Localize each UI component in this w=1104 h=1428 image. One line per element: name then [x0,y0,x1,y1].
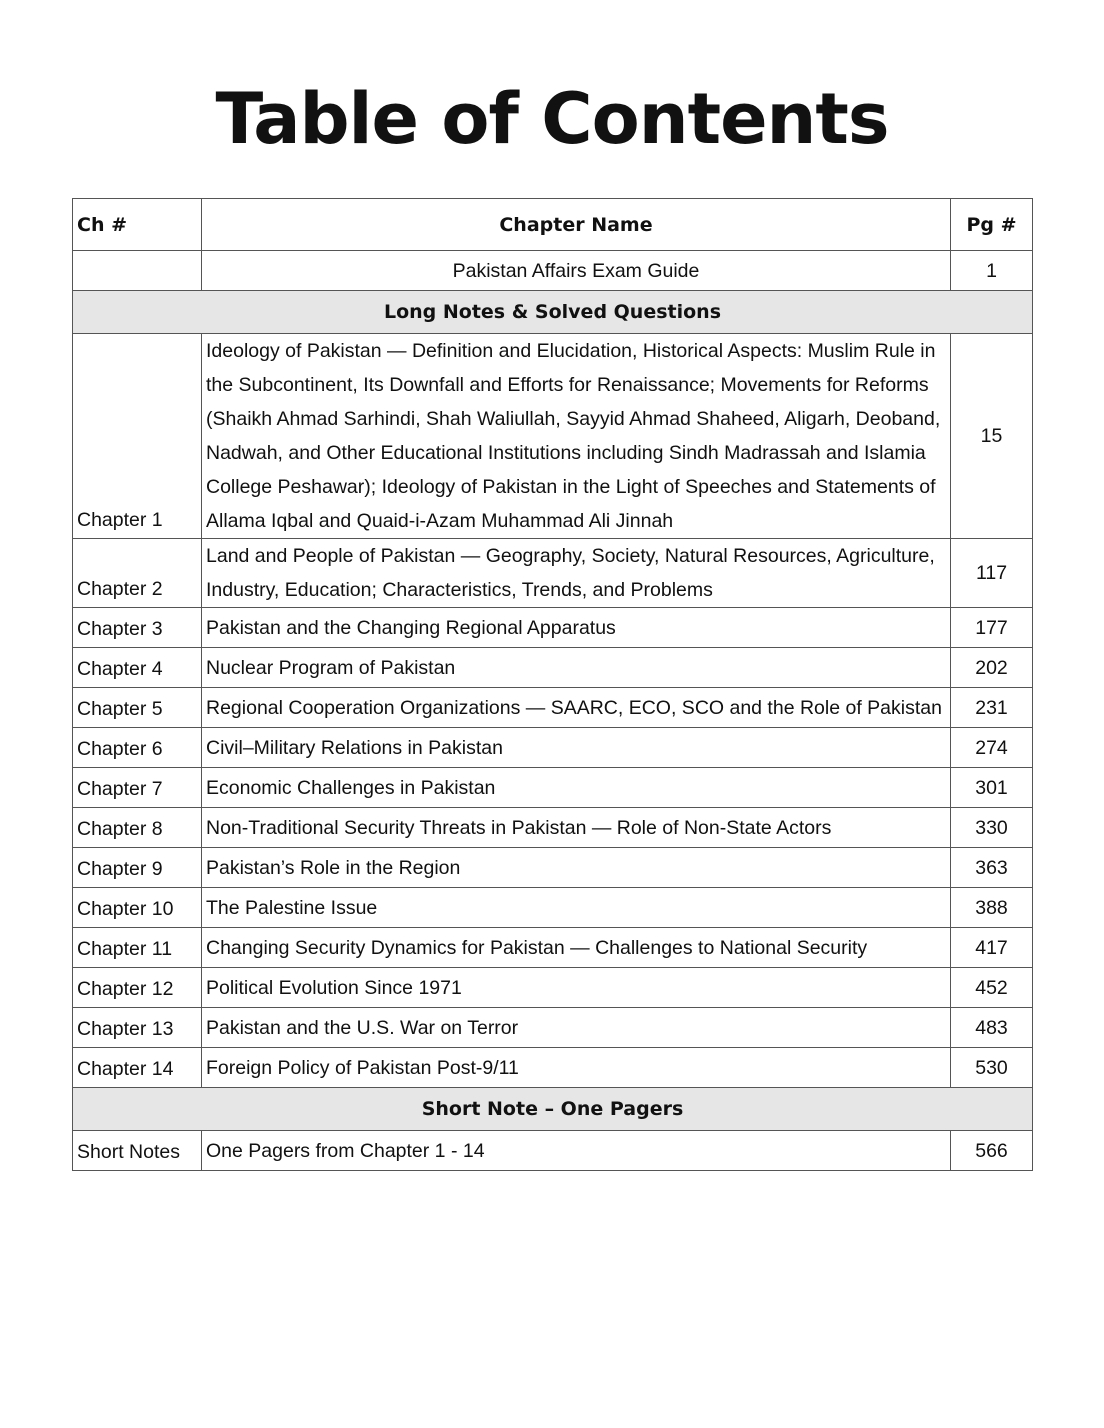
chapter-number: Chapter 6 [72,727,202,768]
chapter-name: Ideology of Pakistan — Definition and El… [201,333,951,539]
chapter-number: Chapter 9 [72,847,202,888]
table-row: Chapter 6 Civil–Military Relations in Pak… [72,727,1033,768]
page-number: 363 [950,847,1033,888]
chapter-name: Civil–Military Relations in Pakistan [201,727,951,768]
chapter-number: Chapter 4 [72,647,202,688]
chapter-name: Foreign Policy of Pakistan Post-9/11 [201,1047,951,1088]
chapter-name: Changing Security Dynamics for Pakistan … [201,927,951,968]
section-heading: Long Notes & Solved Questions [72,290,1033,334]
chapter-number: Chapter 2 [72,538,202,608]
chapter-name: Economic Challenges in Pakistan [201,767,951,808]
chapter-name: Pakistan and the U.S. War on Terror [201,1007,951,1048]
page-number: 15 [950,333,1033,539]
page-number: 301 [950,767,1033,808]
chapter-name: The Palestine Issue [201,887,951,928]
header-ch: Ch # [72,198,202,251]
table-row: Chapter 3 Pakistan and the Changing Regio… [72,607,1033,648]
table-row: Chapter 12 Political Evolution Since 1971… [72,967,1033,1008]
table-row: Chapter 4 Nuclear Program of Pakistan 202 [72,647,1033,688]
page-number: 177 [950,607,1033,648]
table-header: Ch # Chapter Name Pg # [72,198,1033,251]
chapter-number: Chapter 12 [72,967,202,1008]
page-number: 117 [950,538,1033,608]
section-heading: Short Note – One Pagers [72,1087,1033,1131]
chapter-number: Chapter 11 [72,927,202,968]
chapter-number: Chapter 13 [72,1007,202,1048]
chapter-number: Chapter 3 [72,607,202,648]
chapter-number: Chapter 10 [72,887,202,928]
page-number: 530 [950,1047,1033,1088]
chapter-name: Pakistan and the Changing Regional Appar… [201,607,951,648]
chapter-number: Chapter 7 [72,767,202,808]
table-row: Chapter 11 Changing Security Dynamics for… [72,927,1033,968]
page-number: 202 [950,647,1033,688]
chapter-name: Non-Traditional Security Threats in Paki… [201,807,951,848]
section-row: Long Notes & Solved Questions [72,290,1033,334]
table-row: Chapter 5 Regional Cooperation Organizati… [72,687,1033,728]
page-number: 452 [950,967,1033,1008]
chapter-name: One Pagers from Chapter 1 - 14 [201,1130,951,1171]
header-pg: Pg # [950,198,1033,251]
chapter-number: Chapter 8 [72,807,202,848]
chapter-name: Pakistan’s Role in the Region [201,847,951,888]
table-row: Short Notes One Pagers from Chapter 1 - 1… [72,1130,1033,1171]
chapter-name: Land and People of Pakistan — Geography,… [201,538,951,608]
table-row: Chapter 8 Non-Traditional Security Threat… [72,807,1033,848]
table-row: Chapter 14 Foreign Policy of Pakistan Pos… [72,1047,1033,1088]
table-row: Chapter 9 Pakistan’s Role in the Region 36… [72,847,1033,888]
chapter-number: Short Notes [72,1130,202,1171]
chapter-number: Chapter 14 [72,1047,202,1088]
chapter-number: Chapter 1 [72,333,202,539]
page-number: 1 [950,250,1033,291]
chapter-number [72,250,202,291]
table-row: Chapter 13 Pakistan and the U.S. War on T… [72,1007,1033,1048]
page-title: Table of Contents [215,78,889,160]
page-number: 566 [950,1130,1033,1171]
table-row: Chapter 2 Land and People of Pakistan — G… [72,538,1033,608]
table-row: Chapter 1 Ideology of Pakistan — Definiti… [72,333,1033,539]
chapter-name: Pakistan Affairs Exam Guide [201,250,951,291]
page-number: 274 [950,727,1033,768]
page-number: 417 [950,927,1033,968]
page-number: 388 [950,887,1033,928]
chapter-name: Regional Cooperation Organizations — SAA… [201,687,951,728]
page-number: 231 [950,687,1033,728]
chapter-name: Political Evolution Since 1971 [201,967,951,1008]
chapter-name: Nuclear Program of Pakistan [201,647,951,688]
header-name: Chapter Name [201,198,951,251]
chapter-number: Chapter 5 [72,687,202,728]
section-row: Short Note – One Pagers [72,1087,1033,1131]
table-row: Chapter 7 Economic Challenges in Pakistan… [72,767,1033,808]
table-row: Pakistan Affairs Exam Guide 1 [72,250,1033,291]
contents-table: Ch # Chapter Name Pg # Pakistan Affairs … [72,198,1033,1171]
page-number: 330 [950,807,1033,848]
page-number: 483 [950,1007,1033,1048]
table-row: Chapter 10 The Palestine Issue 388 [72,887,1033,928]
